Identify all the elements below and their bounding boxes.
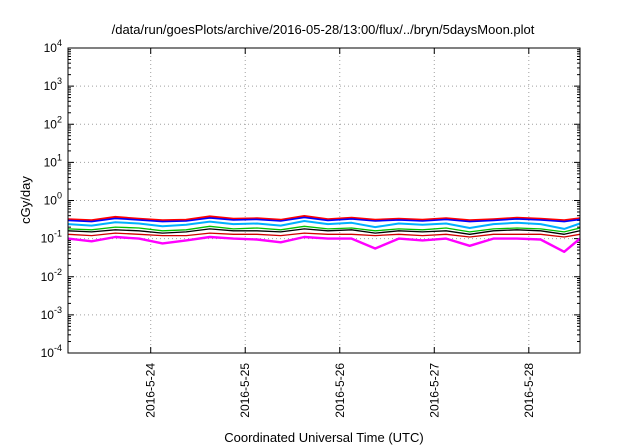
series-line-5 xyxy=(67,228,581,235)
plot-frame xyxy=(67,47,581,354)
chart-title: /data/run/goesPlots/archive/2016-05-28/1… xyxy=(112,22,535,37)
y-tick-label: 10-2 xyxy=(41,267,62,284)
series-line-6 xyxy=(67,232,581,238)
x-axis-label: Coordinated Universal Time (UTC) xyxy=(224,430,423,445)
x-axis: 2016-5-24 2016-5-25 2016-5-26 2016-5-27 2016… xyxy=(144,48,536,418)
y-tick-label: 102 xyxy=(44,114,62,131)
x-tick-label: 2016-5-24 xyxy=(144,363,158,418)
x-tick-label: 2016-5-27 xyxy=(427,363,441,418)
y-tick-label: 10-1 xyxy=(41,229,62,246)
y-axis: 104 103 102 101 100 10-1 10-2 10-3 10-4 xyxy=(41,38,580,360)
plot-series xyxy=(67,215,581,254)
series-line-4 xyxy=(67,225,581,233)
x-tick-label: 2016-5-26 xyxy=(333,363,347,418)
series-line-2 xyxy=(67,216,581,223)
y-tick-label: 101 xyxy=(44,152,62,169)
y-tick-label: 100 xyxy=(44,191,62,208)
y-axis-label: cGy/day xyxy=(18,176,33,224)
series-line-3 xyxy=(67,220,581,230)
grid-lines xyxy=(68,48,580,353)
series-line-7 xyxy=(67,235,581,254)
y-tick-label: 103 xyxy=(44,76,62,93)
x-tick-label: 2016-5-28 xyxy=(522,363,536,418)
y-tick-label: 104 xyxy=(44,38,62,55)
x-tick-label: 2016-5-25 xyxy=(238,363,252,418)
series-line-1 xyxy=(67,215,581,222)
y-tick-label: 10-4 xyxy=(41,343,62,360)
y-tick-label: 10-3 xyxy=(41,305,62,322)
